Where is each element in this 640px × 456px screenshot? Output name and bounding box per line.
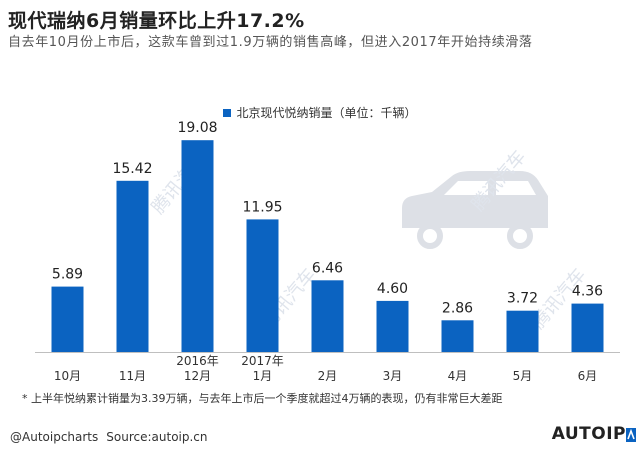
car-windows <box>444 181 536 195</box>
x-tick-label: 1月 <box>253 369 273 383</box>
data-label: 15.42 <box>112 161 152 177</box>
data-label: 3.72 <box>507 291 538 307</box>
data-label: 4.36 <box>572 284 603 300</box>
x-tick-label: 5月 <box>513 369 533 383</box>
chart-subtitle: 自去年10月份上市后，这款车曾到过1.9万辆的销售高峰，但进入2017年开始持续… <box>8 35 533 50</box>
bar <box>311 280 344 352</box>
legend: 北京现代悦纳销量（单位：千辆） <box>0 104 640 121</box>
x-tick-label: 3月 <box>383 369 403 383</box>
x-year-label: 2017年 <box>241 354 284 368</box>
x-tick-label: 6月 <box>578 369 598 383</box>
data-label: 6.46 <box>312 260 343 276</box>
car-wheels <box>417 223 533 249</box>
data-label: 4.60 <box>377 281 408 297</box>
data-label: 2.86 <box>442 300 473 316</box>
brand-logo: AUTOIP <box>551 424 626 444</box>
data-label: 5.89 <box>52 267 83 283</box>
data-label: 11.95 <box>242 199 282 215</box>
legend-label: 北京现代悦纳销量（单位：千辆） <box>236 106 417 120</box>
bar <box>116 180 149 352</box>
brand-logo-icon <box>626 428 636 442</box>
bar <box>376 300 409 352</box>
x-tick-label: 11月 <box>119 369 146 383</box>
x-tick-label: 10月 <box>54 369 81 383</box>
chart-title: 现代瑞纳6月销量环比上升17.2% <box>8 10 305 32</box>
x-tick-label: 4月 <box>448 369 468 383</box>
x-tick-label: 2月 <box>318 369 338 383</box>
bar <box>246 219 279 352</box>
bar <box>181 140 214 352</box>
x-year-label: 2016年 <box>176 354 219 368</box>
bar <box>441 320 474 352</box>
x-tick-label: 12月 <box>184 369 211 383</box>
bar <box>51 286 84 352</box>
footer-handle: @Autoipcharts <box>10 430 99 444</box>
data-label: 19.08 <box>177 120 217 136</box>
legend-swatch <box>223 109 232 117</box>
bar <box>571 303 604 352</box>
bar <box>506 310 539 352</box>
footer-source: Source:autoip.cn <box>106 430 208 444</box>
footnote: * 上半年悦纳累计销量为3.39万辆，与去年上市后一个季度就超过4万辆的表现，仍… <box>22 392 503 405</box>
footer-credits: @Autoipcharts Source:autoip.cn <box>10 430 208 444</box>
